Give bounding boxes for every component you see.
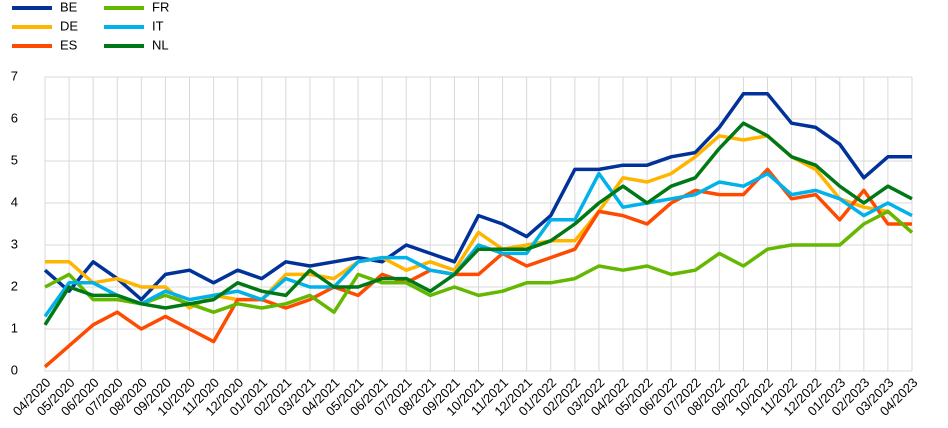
series-line xyxy=(43,92,912,302)
legend-label: BE xyxy=(60,0,78,14)
series-line xyxy=(43,121,913,326)
y-tick-label: 1 xyxy=(11,320,18,335)
legend-label: ES xyxy=(60,37,78,52)
legend-label: DE xyxy=(60,18,78,33)
legend-label: NL xyxy=(152,37,169,52)
series-line xyxy=(43,167,912,369)
y-tick-label: 7 xyxy=(11,68,18,83)
legend-label: FR xyxy=(152,0,169,14)
y-tick-label: 0 xyxy=(11,362,18,377)
y-tick-label: 3 xyxy=(11,236,18,251)
series-line xyxy=(43,171,913,318)
y-tick-label: 6 xyxy=(11,110,18,125)
y-tick-label: 4 xyxy=(11,194,18,209)
y-tick-label: 2 xyxy=(11,278,18,293)
legend-label: IT xyxy=(152,18,164,33)
y-tick-label: 5 xyxy=(11,152,18,167)
